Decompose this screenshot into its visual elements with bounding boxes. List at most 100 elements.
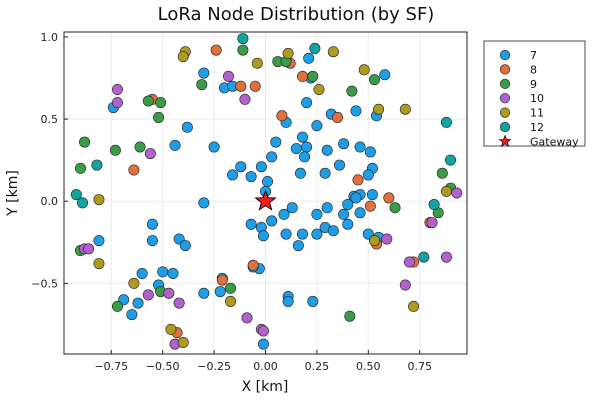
data-point — [301, 141, 313, 153]
data-point — [368, 74, 380, 86]
axis-ticks: −0.75 −0.50 −0.25 0.00 0.25 0.50 0.75 −0.5 0.0 0.… — [31, 31, 432, 373]
data-point — [286, 202, 298, 214]
data-point — [70, 189, 82, 201]
data-point — [426, 217, 438, 229]
data-point — [266, 215, 278, 227]
data-point — [128, 164, 140, 176]
data-point — [309, 42, 321, 54]
data-point — [241, 312, 253, 324]
data-point — [389, 202, 401, 214]
data-point — [126, 309, 138, 321]
data-point — [364, 146, 376, 158]
data-point — [440, 185, 452, 197]
data-point — [379, 69, 391, 81]
data-point — [134, 141, 146, 153]
data-point — [297, 131, 309, 143]
data-point — [350, 105, 362, 117]
series-10 — [79, 70, 463, 350]
data-point — [311, 208, 323, 220]
data-point — [111, 97, 123, 109]
legend-marker — [499, 107, 511, 118]
data-point — [142, 289, 154, 301]
data-points — [70, 33, 463, 350]
x-tick-label: 0.75 — [407, 360, 432, 373]
legend-label: 8 — [530, 63, 537, 76]
legend-marker — [499, 93, 511, 104]
data-point — [366, 189, 378, 201]
data-point — [282, 47, 294, 59]
y-tick-label: −0.5 — [31, 277, 58, 290]
data-point — [198, 287, 210, 299]
data-point — [313, 84, 325, 96]
data-point — [208, 141, 220, 153]
data-point — [177, 336, 189, 348]
data-point — [153, 111, 165, 123]
x-tick-label: −0.75 — [94, 360, 128, 373]
data-point — [282, 295, 294, 307]
data-point — [247, 259, 259, 271]
data-point — [249, 80, 261, 92]
data-point — [270, 136, 282, 148]
data-point — [399, 103, 411, 115]
y-tick-label: 1.0 — [41, 31, 59, 44]
data-point — [222, 70, 234, 82]
data-point — [251, 57, 263, 69]
data-point — [301, 97, 313, 109]
legend-label: Gateway — [530, 135, 579, 148]
data-point — [91, 159, 103, 171]
legend-label: 12 — [530, 121, 544, 134]
gateway-point — [254, 189, 277, 211]
data-point — [262, 176, 274, 188]
data-point — [278, 208, 290, 220]
data-point — [276, 110, 288, 122]
data-point — [173, 297, 185, 309]
data-point — [354, 141, 366, 153]
data-point — [428, 199, 440, 211]
data-point — [346, 85, 358, 97]
data-point — [352, 174, 364, 186]
data-point — [177, 51, 189, 63]
data-point — [354, 207, 366, 219]
y-axis-label: Y [km] — [5, 170, 21, 217]
data-point — [319, 167, 331, 179]
data-point — [237, 44, 249, 56]
data-point — [321, 144, 333, 156]
series-8 — [128, 44, 436, 339]
x-axis-label: X [km] — [242, 379, 289, 395]
data-point — [79, 136, 91, 148]
data-point — [198, 67, 210, 79]
data-point — [445, 154, 457, 166]
data-point — [440, 116, 452, 128]
x-tick-label: −0.25 — [197, 360, 231, 373]
legend-marker — [499, 78, 511, 89]
data-point — [235, 80, 247, 92]
data-point — [338, 138, 350, 150]
data-point — [93, 258, 105, 270]
data-point — [257, 338, 269, 350]
data-point — [373, 103, 385, 115]
chart-title: LoRa Node Distribution (by SF) — [158, 4, 435, 25]
data-point — [331, 111, 343, 123]
data-point — [109, 144, 121, 156]
data-point — [227, 169, 239, 181]
data-point — [383, 192, 395, 204]
data-point — [440, 251, 452, 263]
data-point — [364, 200, 376, 212]
data-point — [198, 197, 210, 209]
data-point — [77, 197, 89, 209]
data-point — [146, 218, 158, 230]
data-point — [303, 52, 315, 64]
data-point — [216, 274, 228, 286]
y-tick-label: 0.5 — [41, 113, 59, 126]
data-point — [83, 243, 95, 255]
data-point — [225, 295, 237, 307]
data-point — [136, 267, 148, 279]
y-tick-label: 0.0 — [41, 195, 59, 208]
data-point — [321, 202, 333, 214]
data-point — [294, 167, 306, 179]
data-point — [338, 208, 350, 220]
data-point — [266, 151, 278, 163]
data-point — [399, 279, 411, 291]
data-point — [196, 79, 208, 91]
